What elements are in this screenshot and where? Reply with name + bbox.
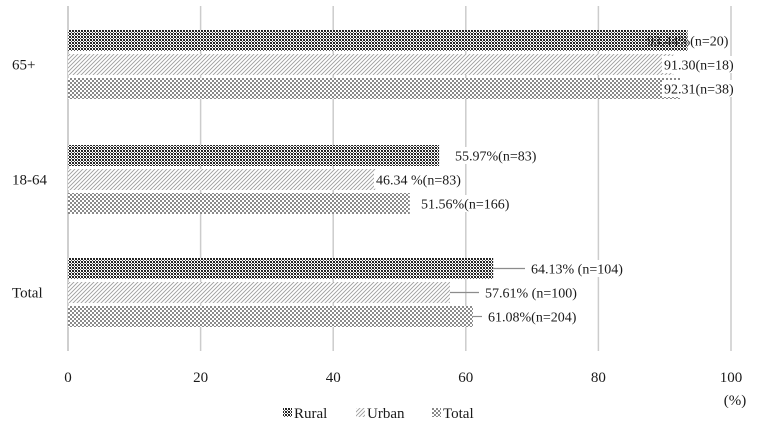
x-tick-labels: 0 20 40 60 80 100 [64, 370, 742, 386]
data-label: 61.08%(n=204) [488, 311, 577, 326]
category-labels: 65+ 18-64 Total [12, 58, 47, 302]
legend-label-rural: Rural [294, 406, 327, 422]
legend: Rural Urban Total [283, 406, 474, 422]
bars [68, 30, 688, 327]
category-label: 18-64 [12, 173, 47, 189]
data-label: 51.56%(n=166) [421, 198, 510, 213]
bar-rural-0 [68, 30, 688, 51]
data-label-background [453, 147, 539, 164]
x-tick-label: 80 [591, 370, 606, 386]
bar-urban-0 [68, 54, 674, 75]
category-label: Total [12, 286, 43, 302]
legend-swatch-urban [356, 408, 365, 417]
bar-rural-2 [68, 258, 494, 279]
bar-urban-1 [68, 169, 376, 190]
data-label: 57.61% (n=100) [485, 287, 577, 302]
category-label: 65+ [12, 58, 35, 74]
legend-swatch-total [432, 408, 441, 417]
x-tick-label: 60 [458, 370, 473, 386]
bar-rural-1 [68, 145, 440, 166]
bar-urban-2 [68, 282, 450, 303]
data-label-background [662, 56, 736, 73]
x-tick-label: 0 [64, 370, 72, 386]
x-tick-label: 40 [326, 370, 341, 386]
data-label-background [419, 195, 512, 212]
data-label-background [483, 284, 579, 301]
legend-label-urban: Urban [367, 406, 405, 422]
legend-swatch-rural [283, 408, 292, 417]
data-label-background [374, 171, 463, 188]
data-label: 93.44%(n=20) [647, 35, 729, 50]
leader-lines [449, 267, 525, 318]
bar-total-0 [68, 78, 681, 99]
data-label: 55.97%(n=83) [455, 150, 537, 165]
data-label-background [529, 260, 625, 277]
data-label: 64.13% (n=104) [531, 263, 623, 278]
data-label: 46.34 %(n=83) [376, 174, 461, 189]
bar-total-2 [68, 306, 473, 327]
x-tick-label: 20 [193, 370, 208, 386]
legend-label-total: Total [443, 406, 474, 422]
data-label: 91.30(n=18) [664, 59, 734, 74]
bar-total-1 [68, 193, 410, 214]
x-tick-label: 100 [720, 370, 743, 386]
data-label-background [486, 308, 579, 325]
data-label: 92.31(n=38) [664, 83, 734, 98]
data-label-background [662, 80, 736, 97]
data-labels: 93.44%(n=20) 91.30(n=18) 92.31(n=38) 55.97%… [374, 35, 736, 326]
x-axis-unit-label: (%) [724, 393, 747, 409]
